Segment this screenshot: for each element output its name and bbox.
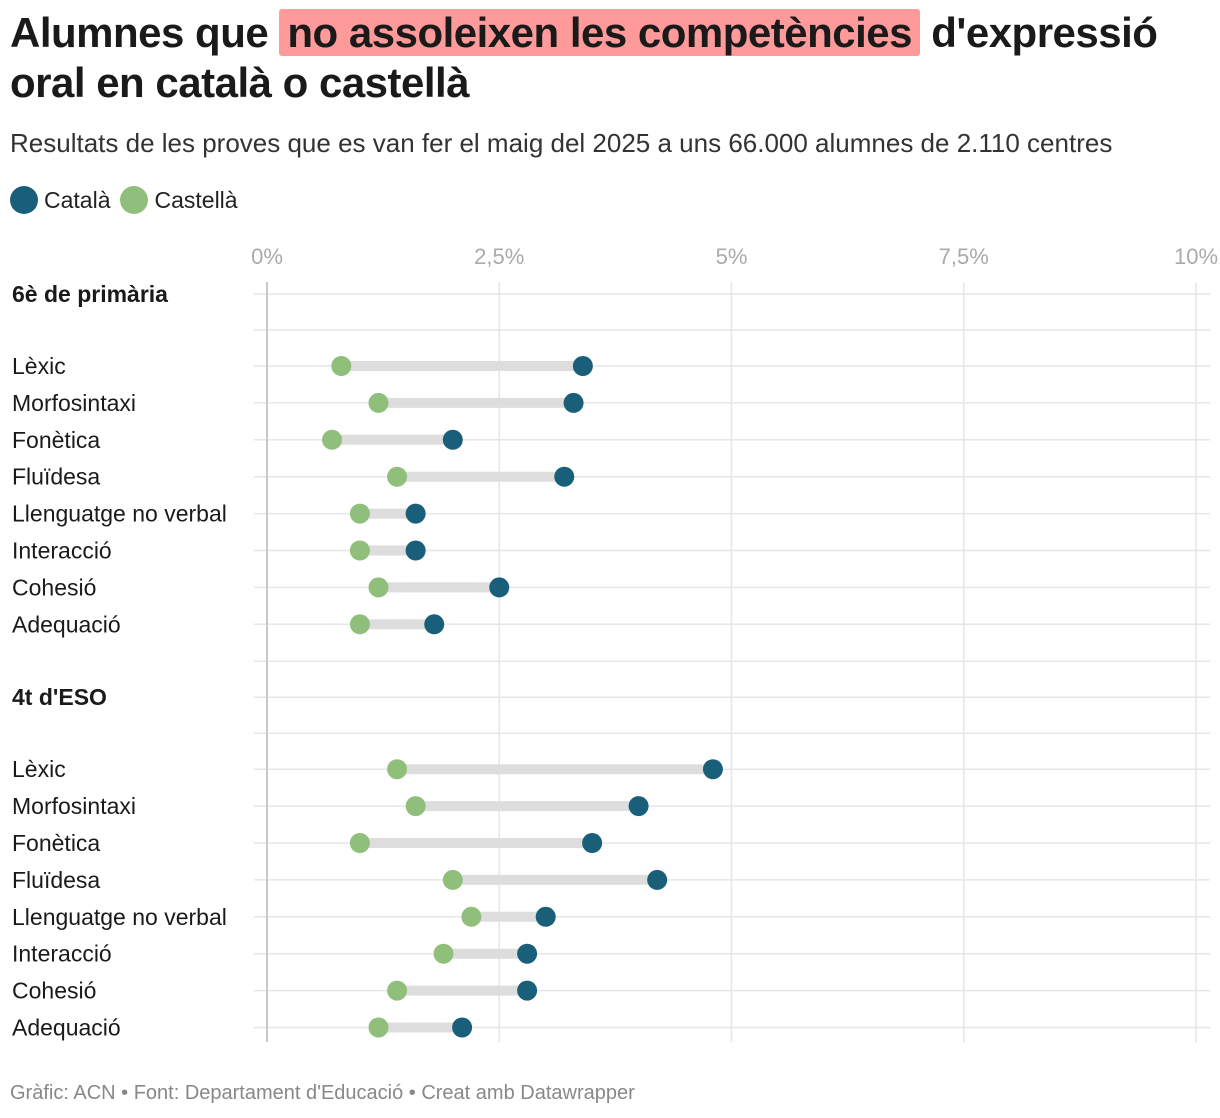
dot-catala bbox=[647, 869, 668, 890]
dot-castella bbox=[349, 614, 370, 635]
group-label: 4t d'ESO bbox=[12, 684, 107, 710]
dot-catala bbox=[554, 466, 575, 487]
dot-catala bbox=[582, 833, 603, 853]
dot-castella bbox=[442, 869, 463, 890]
legend: Català Castellà bbox=[10, 186, 248, 214]
chart-subtitle: Resultats de les proves que es van fer e… bbox=[10, 128, 1113, 158]
group-label: 6è de primària bbox=[12, 281, 168, 307]
dot-catala bbox=[702, 759, 723, 780]
title-after: d'expressió oral en català o castellà bbox=[10, 9, 1158, 106]
row-label: Morfosintaxi bbox=[12, 390, 136, 416]
legend-item-castella: Castellà bbox=[120, 186, 238, 214]
row-label: Morfosintaxi bbox=[12, 793, 136, 819]
row-label: Cohesió bbox=[12, 978, 96, 1004]
row-label: Fonètica bbox=[12, 830, 100, 856]
legend-swatch-castella bbox=[120, 186, 149, 214]
title-highlight: no assoleixen les competències bbox=[279, 9, 921, 56]
dot-catala bbox=[452, 1017, 473, 1038]
dot-castella bbox=[387, 466, 408, 487]
dot-catala bbox=[535, 906, 556, 927]
row-label: Fonètica bbox=[12, 427, 100, 453]
x-tick-label: 0% bbox=[251, 244, 283, 269]
dot-castella bbox=[368, 1017, 389, 1038]
x-tick-label: 5% bbox=[716, 244, 748, 269]
legend-swatch-catala bbox=[10, 186, 38, 214]
row-label: Cohesió bbox=[12, 574, 96, 600]
dot-castella bbox=[405, 796, 426, 817]
x-tick-label: 2,5% bbox=[474, 244, 524, 269]
x-tick-label: 7,5% bbox=[939, 244, 989, 269]
dot-catala bbox=[405, 540, 426, 561]
dot-catala bbox=[572, 356, 593, 376]
dot-chart: 0% 2,5% 5% 7,5% 10% 6è de primària Lèxic Morfos… bbox=[12, 244, 1218, 1042]
dot-castella bbox=[349, 540, 370, 561]
dot-castella bbox=[368, 577, 389, 598]
legend-label-castella: Castellà bbox=[154, 186, 238, 213]
legend-item-catala: Català bbox=[10, 186, 110, 214]
dot-castella bbox=[322, 429, 343, 450]
chart-footer: Gràfic: ACN • Font: Departament d'Educac… bbox=[10, 1082, 635, 1104]
row-label: Fluïdesa bbox=[12, 867, 100, 893]
dot-castella bbox=[349, 503, 370, 524]
dot-catala bbox=[405, 503, 426, 524]
row-label: Interacció bbox=[12, 538, 112, 564]
row-label: Llenguatge no verbal bbox=[12, 904, 227, 930]
row-label: Adequació bbox=[12, 611, 121, 637]
dot-catala bbox=[489, 577, 510, 598]
dot-castella bbox=[368, 392, 389, 413]
chart-title: Alumnes que no assoleixen les competènci… bbox=[10, 8, 1210, 108]
dot-catala bbox=[563, 392, 584, 413]
title-before: Alumnes que bbox=[10, 9, 269, 56]
dot-castella bbox=[387, 980, 408, 1001]
row-label: Lèxic bbox=[12, 353, 66, 379]
dot-castella bbox=[331, 356, 352, 376]
dot-catala bbox=[424, 614, 445, 635]
dot-catala bbox=[628, 796, 649, 817]
dot-castella bbox=[387, 759, 408, 780]
legend-label-catala: Català bbox=[44, 186, 111, 213]
dot-catala bbox=[517, 980, 538, 1001]
x-tick-label: 10% bbox=[1174, 244, 1218, 269]
dot-catala bbox=[517, 943, 538, 964]
row-label: Lèxic bbox=[12, 756, 66, 782]
dot-castella bbox=[349, 833, 370, 853]
dot-castella bbox=[461, 906, 482, 927]
dot-castella bbox=[433, 943, 454, 964]
row-label: Adequació bbox=[12, 1015, 121, 1041]
row-label: Fluïdesa bbox=[12, 464, 100, 490]
row-label: Llenguatge no verbal bbox=[12, 501, 227, 527]
row-label: Interacció bbox=[12, 941, 112, 967]
dot-catala bbox=[442, 429, 463, 450]
